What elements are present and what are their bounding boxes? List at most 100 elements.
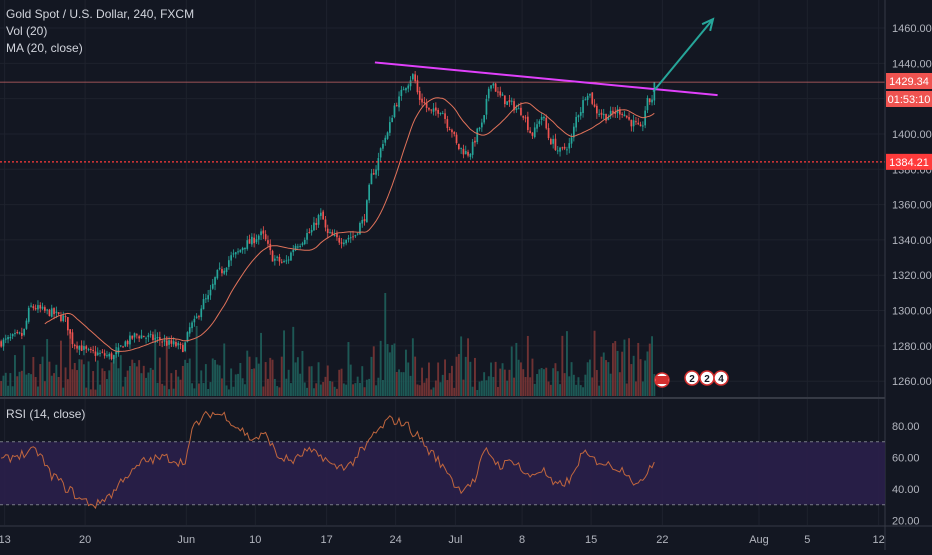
candle-body bbox=[639, 124, 642, 127]
volume-bar bbox=[598, 385, 601, 396]
volume-bar bbox=[520, 362, 522, 396]
volume-bar bbox=[492, 376, 495, 396]
candle-body bbox=[119, 345, 122, 347]
candle-body bbox=[333, 234, 336, 236]
volume-bar bbox=[255, 357, 258, 396]
candle-body bbox=[409, 80, 412, 87]
volume-bar bbox=[92, 371, 95, 396]
candle-body bbox=[283, 261, 285, 263]
volume-bar bbox=[9, 373, 12, 396]
volume-bar bbox=[202, 383, 205, 396]
volume-bar bbox=[441, 374, 444, 396]
volume-bar bbox=[223, 343, 226, 396]
volume-bar bbox=[43, 381, 46, 396]
volume-bar bbox=[170, 373, 173, 396]
candle-body bbox=[584, 99, 587, 101]
volume-bar bbox=[184, 359, 187, 396]
volume-bar bbox=[444, 359, 446, 396]
rsi-axis[interactable]: 20.00 40.00 60.00 80.00 bbox=[892, 421, 920, 528]
volume-bar bbox=[536, 374, 538, 396]
candle-body bbox=[57, 312, 60, 314]
symbol-title[interactable]: Gold Spot / U.S. Dollar, 240, FXCM bbox=[6, 7, 195, 21]
volume-indicator-label[interactable]: Vol (20) bbox=[6, 24, 48, 38]
volume-bar bbox=[414, 356, 417, 396]
volume-bar bbox=[618, 372, 621, 396]
volume-bar bbox=[451, 365, 453, 396]
candle-body bbox=[191, 322, 193, 329]
candlestick-series bbox=[0, 70, 656, 364]
candle-body bbox=[248, 239, 251, 244]
candle-body bbox=[416, 80, 419, 93]
volume-bar bbox=[547, 381, 550, 396]
volume-bar bbox=[204, 364, 207, 396]
candle-body bbox=[76, 345, 78, 349]
candle-body bbox=[122, 346, 124, 348]
candle-body bbox=[607, 117, 610, 121]
volume-bar bbox=[487, 376, 490, 396]
candle-body bbox=[536, 124, 538, 129]
event-marker-circle bbox=[713, 370, 729, 386]
volume-bar bbox=[421, 367, 423, 396]
candle-body bbox=[60, 315, 62, 321]
candle-body bbox=[234, 252, 237, 255]
volume-bar bbox=[533, 383, 536, 396]
volume-bar bbox=[264, 362, 267, 396]
candle-body bbox=[34, 308, 37, 310]
candle-body bbox=[448, 129, 451, 131]
rsi-tick-label: 40.00 bbox=[892, 484, 920, 496]
volume-bar bbox=[384, 293, 387, 396]
volume-bar bbox=[168, 389, 170, 396]
candle-body bbox=[320, 212, 322, 216]
price-tick-label: 1340.00 bbox=[892, 235, 932, 247]
candle-body bbox=[561, 147, 564, 149]
volume-bar bbox=[476, 389, 479, 396]
candle-body bbox=[237, 251, 239, 253]
candle-body bbox=[11, 334, 14, 337]
candle-body bbox=[543, 116, 545, 119]
candle-body bbox=[168, 340, 170, 345]
candle-body bbox=[402, 89, 405, 91]
candle-body bbox=[481, 122, 483, 128]
candle-body bbox=[280, 261, 283, 263]
volume-bar bbox=[161, 383, 164, 396]
candle-body bbox=[469, 153, 472, 157]
volume-bar bbox=[248, 356, 251, 396]
candle-body bbox=[354, 235, 357, 237]
candle-body bbox=[483, 115, 485, 123]
volume-bar bbox=[322, 382, 325, 396]
volume-bar bbox=[423, 382, 426, 396]
candle-body bbox=[340, 242, 343, 244]
candle-body bbox=[356, 233, 359, 235]
ma-indicator-label[interactable]: MA (20, close) bbox=[6, 41, 83, 55]
volume-bar bbox=[241, 378, 244, 396]
volume-bar bbox=[315, 383, 318, 396]
volume-bar bbox=[614, 341, 617, 396]
volume-bar bbox=[154, 329, 157, 396]
candle-body bbox=[94, 351, 97, 356]
last-price-value: 1429.34 bbox=[889, 76, 929, 88]
candle-body bbox=[163, 340, 166, 342]
trend-line[interactable] bbox=[374, 61, 718, 97]
candle-body bbox=[331, 231, 334, 236]
candle-body bbox=[30, 305, 32, 307]
price-tick-label: 1360.00 bbox=[892, 200, 932, 212]
candle-body bbox=[432, 108, 435, 112]
volume-bar bbox=[76, 370, 78, 396]
candle-body bbox=[441, 113, 444, 115]
candle-body bbox=[161, 341, 163, 343]
rsi-indicator-label[interactable]: RSI (14, close) bbox=[6, 407, 86, 421]
candle-body bbox=[628, 117, 630, 120]
volume-bar bbox=[147, 372, 150, 396]
volume-bar bbox=[156, 382, 159, 396]
candle-body bbox=[317, 215, 320, 225]
candle-body bbox=[538, 121, 541, 124]
candle-body bbox=[310, 229, 313, 233]
forecast-arrow[interactable] bbox=[652, 17, 715, 93]
candle-body bbox=[602, 113, 605, 116]
volume-bar bbox=[526, 335, 529, 396]
candle-body bbox=[444, 113, 446, 119]
moving-average-line bbox=[44, 97, 655, 352]
time-axis[interactable]: 13 20 Jun 10 17 24 Jul 8 15 22 Aug 5 12 bbox=[0, 534, 885, 546]
